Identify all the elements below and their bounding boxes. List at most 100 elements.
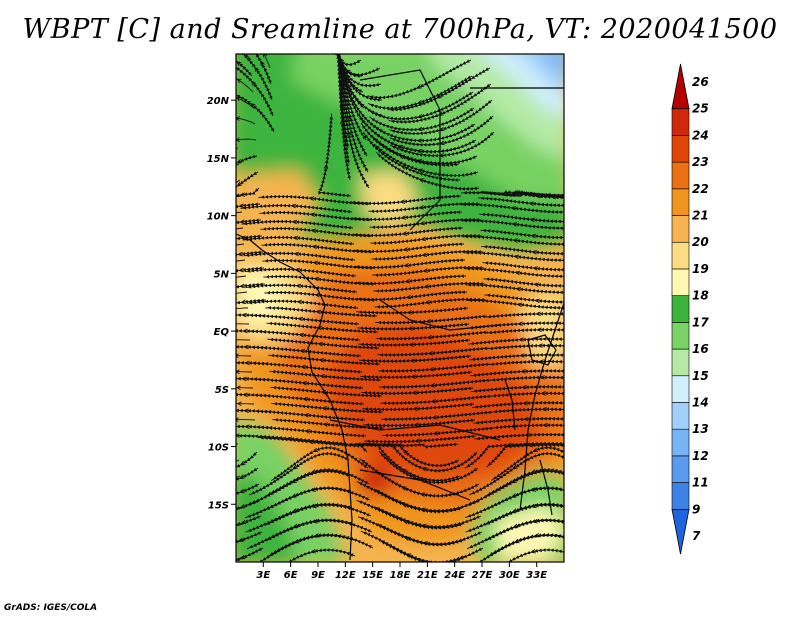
- streamline-arrow-165: [522, 384, 527, 390]
- streamline-arrow-181: [524, 416, 529, 422]
- streamline-228: [484, 503, 564, 526]
- streamline-arrow-163: [320, 373, 325, 379]
- streamline-90: [260, 226, 373, 238]
- streamline-arrow-208: [239, 474, 245, 479]
- streamline-arrow-232: [241, 519, 247, 525]
- streamline-arrow-205: [533, 447, 539, 452]
- streamlines: [236, 48, 602, 562]
- y-tick-label-3: 5N: [214, 269, 230, 280]
- streamline-108: [464, 266, 564, 279]
- border-c: [379, 299, 501, 331]
- streamline-arrow-175: [303, 396, 309, 402]
- streamline-arrow-221: [531, 487, 537, 492]
- streamline-100: [463, 251, 564, 263]
- streamline-arrow-131: [316, 309, 322, 315]
- streamline-98: [261, 242, 374, 254]
- streamline-114: [263, 274, 375, 286]
- region-12-ne: [542, 54, 564, 76]
- streamline-220: [484, 486, 564, 511]
- streamline-arrow-125: [517, 302, 523, 308]
- streamline-arrow-224: [240, 503, 246, 509]
- streamline-140: [468, 337, 564, 346]
- colorbar-label-7: 16: [692, 342, 709, 356]
- streamline-arrow-183: [304, 412, 310, 418]
- streamline-250: [281, 548, 356, 562]
- streamline-110: [244, 267, 357, 278]
- streamline-arrow-92: [241, 235, 246, 240]
- streamline-71: [236, 195, 242, 198]
- x-tick-label-10: 33E: [526, 570, 547, 581]
- streamline-arrow-191: [305, 428, 311, 434]
- streamline-arrow-237: [532, 519, 538, 524]
- x-tick-label-0: 3E: [256, 570, 270, 581]
- streamline-arrow-40: [250, 103, 256, 109]
- streamline-arrow-132: [242, 312, 247, 318]
- streamline-arrow-152: [236, 353, 239, 358]
- streamline-244: [487, 532, 564, 557]
- streamline-arrow-87: [292, 219, 298, 225]
- streamline-102: [243, 251, 356, 262]
- streamline-92: [462, 234, 564, 247]
- colorbar-seg-7: [671, 322, 690, 350]
- streamline-20: [594, 49, 602, 100]
- colorbar-seg-15: [671, 108, 690, 136]
- colorbar-seg-16: [671, 63, 690, 110]
- streamline-164: [471, 384, 564, 393]
- streamline-236: [485, 518, 564, 542]
- streamline-arrow-114: [424, 284, 430, 289]
- streamline-arrow-52: [237, 159, 243, 164]
- streamline-arrow-176: [237, 401, 242, 406]
- axes: 3E 6E 9E 12E 15E 18E 21E 24E 27E 30E 33E 20N 15N 10N 5…: [207, 96, 548, 581]
- colorbar-label-10: 19: [692, 262, 709, 276]
- streamline-arrow-247: [314, 533, 320, 538]
- streamline-arrow-182: [414, 422, 419, 428]
- streamline-arrow-100: [238, 251, 243, 257]
- streamline-arrow-188: [245, 424, 250, 429]
- streamline-arrow-82: [420, 220, 426, 226]
- streamline-8: [582, 48, 584, 76]
- streamline-190: [254, 425, 367, 438]
- streamline-arrow-69: [512, 191, 517, 197]
- colorbar-label-5: 14: [692, 395, 709, 409]
- streamline-arrow-169: [541, 391, 546, 396]
- border-a: [359, 69, 441, 231]
- colorbar-label-17: 26: [692, 75, 709, 89]
- x-tick-label-8: 27E: [472, 570, 493, 581]
- x-tick-label-3: 12E: [335, 570, 356, 581]
- streamline-51: [236, 154, 258, 167]
- streamline-arrow-68: [240, 192, 246, 197]
- colorbar-label-6: 15: [692, 369, 709, 383]
- y-tick-label-1: 15N: [207, 154, 230, 165]
- streamline-156: [470, 369, 564, 378]
- streamline-24: [584, 48, 588, 108]
- streamline-16: [583, 48, 586, 92]
- streamline-arrow-168: [236, 385, 241, 390]
- streamline-223: [236, 499, 261, 511]
- streamline-arrow-74: [419, 205, 425, 210]
- streamline-39: [236, 93, 275, 133]
- streamline-219: [236, 491, 242, 494]
- streamline-arrow-33: [587, 81, 591, 85]
- streamline-84: [461, 218, 564, 231]
- streamline-arrow-119: [296, 283, 302, 289]
- streamline-arrow-155: [319, 357, 324, 363]
- colorbar-label-14: 23: [692, 155, 709, 169]
- streamline-arrow-90: [421, 236, 427, 242]
- streamline-68: [460, 189, 564, 198]
- x-tick-label-1: 6E: [284, 570, 298, 581]
- streamline-arrow-160: [236, 369, 240, 374]
- streamline-78: [240, 203, 353, 214]
- colorbar-seg-1: [671, 482, 690, 510]
- coastline-east-africa: [519, 301, 564, 511]
- streamline-178: [271, 402, 384, 414]
- streamline-arrow-185: [543, 422, 548, 428]
- streamline-103: [236, 259, 246, 262]
- streamline-arrow-117: [516, 286, 522, 292]
- streamline-12: [595, 49, 601, 85]
- streamline-101: [353, 258, 466, 270]
- colorbar-seg-14: [671, 135, 690, 163]
- streamline-arrow-116: [240, 283, 245, 289]
- streamline-125: [356, 306, 469, 315]
- streamline-arrow-151: [300, 348, 306, 354]
- streamline-128: [485, 311, 564, 319]
